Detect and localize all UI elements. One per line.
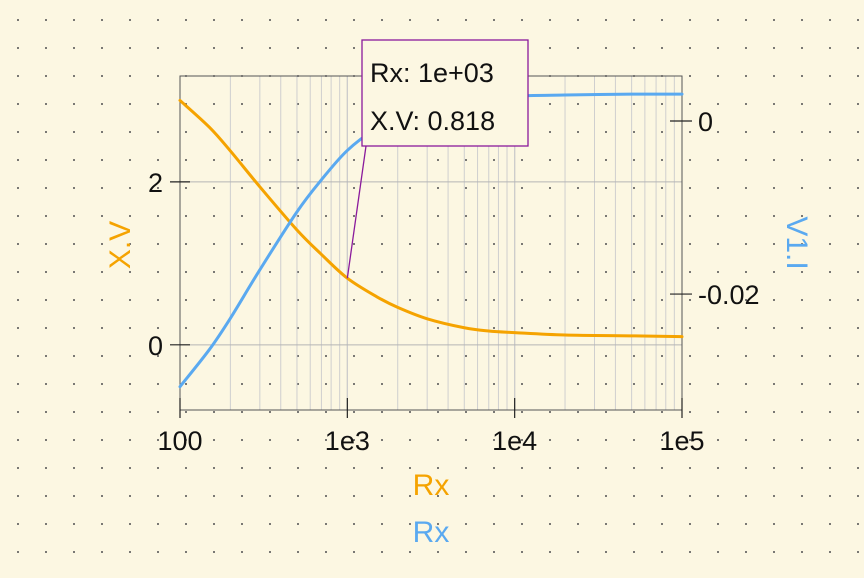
axis-labels: X.V V1.I Rx Rx [104,216,813,549]
series-line-left [178,98,684,339]
cursor-text: X.V: 0.818 [370,106,495,136]
y-right-tick-label: -0.02 [698,280,760,310]
cursor-readout: Rx: 1e+03 X.V: 0.818 [346,39,529,279]
x-tick-label: 1e4 [492,426,537,456]
x-tick-label: 1e3 [325,426,370,456]
x-axis-label: Rx [413,469,450,502]
y-right-tick-label: 0 [698,107,713,137]
y-left-tick-label: 0 [148,331,163,361]
x-tick-label: 1e5 [659,426,704,456]
x-axis-label: Rx [413,516,450,549]
y-left-tick-label: 2 [148,168,163,198]
cursor-text: Rx: 1e+03 [370,58,494,88]
cursor-box [361,39,529,147]
y-right-axis-label: V1.I [780,216,813,269]
x-tick-label: 100 [157,426,202,456]
y-left-axis-label: X.V [104,221,137,269]
axis-ticks: 100 1e3 1e4 1e5 0 2 0 -0.02 [148,107,760,456]
cursor-leader-line [346,145,367,279]
